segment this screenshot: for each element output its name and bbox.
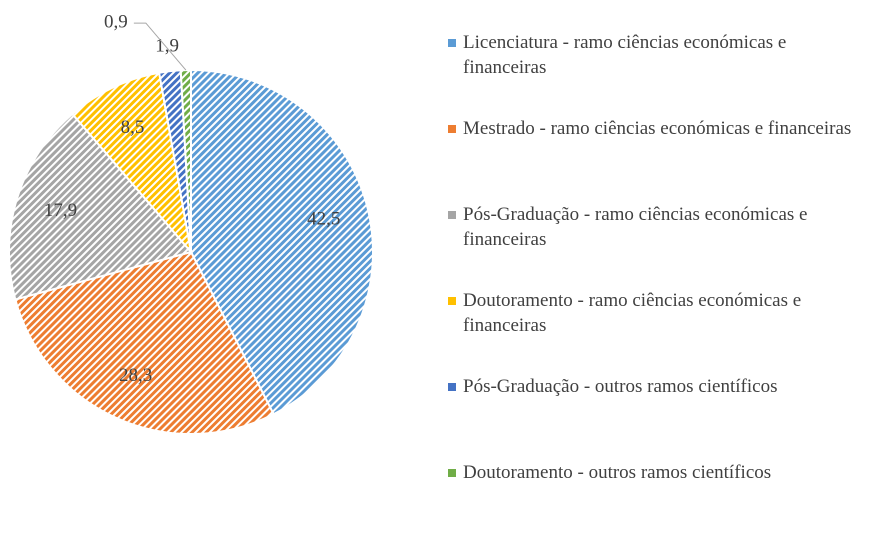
chart: 42,528,317,98,51,90,9 [8, 11, 374, 435]
leader-line [133, 22, 187, 71]
legend-entry: Doutoramento - ramo ciências económicas … [448, 288, 868, 374]
pie-slice [14, 250, 275, 435]
legend-label: Pós-Graduação - ramo ciências económicas… [463, 204, 808, 250]
legend-label: Doutoramento - ramo ciências económicas … [463, 290, 802, 336]
legend-entry: Licenciatura - ramo ciências económicas … [448, 30, 868, 116]
legend-swatch [448, 297, 456, 305]
pie-slice [70, 71, 193, 256]
pie-slice [8, 112, 193, 301]
data-label: 8,5 [121, 117, 145, 138]
data-label: 28,3 [119, 365, 152, 386]
data-label: 0,9 [104, 11, 128, 32]
legend-entry: Pós-Graduação - ramo ciências económicas… [448, 202, 868, 288]
legend-label: Licenciatura - ramo ciências económicas … [463, 32, 787, 78]
legend-entry: Mestrado - ramo ciências económicas e fi… [448, 116, 868, 202]
legend-label: Doutoramento - outros ramos científicos [463, 462, 772, 483]
legend-swatch [448, 125, 456, 133]
legend-swatch [448, 39, 456, 47]
page: {"chart_data": {"type": "pie", "categori… [8, 11, 852, 483]
legend-label: Pós-Graduação - outros ramos científicos [463, 376, 778, 397]
legend-swatch [448, 383, 456, 391]
legend-swatch [448, 211, 456, 219]
legend-entry: Pós-Graduação - outros ramos científicos [448, 374, 868, 460]
legend-label: Mestrado - ramo ciências económicas e fi… [463, 118, 852, 139]
legend: Licenciatura - ramo ciências económicas … [448, 30, 868, 546]
legend-swatch [448, 469, 456, 477]
data-label: 42,5 [307, 208, 340, 229]
legend-entry: Doutoramento - outros ramos científicos [448, 460, 868, 546]
pie-slice [190, 68, 374, 416]
pie-slice [179, 68, 192, 253]
data-label: 17,9 [44, 200, 77, 221]
